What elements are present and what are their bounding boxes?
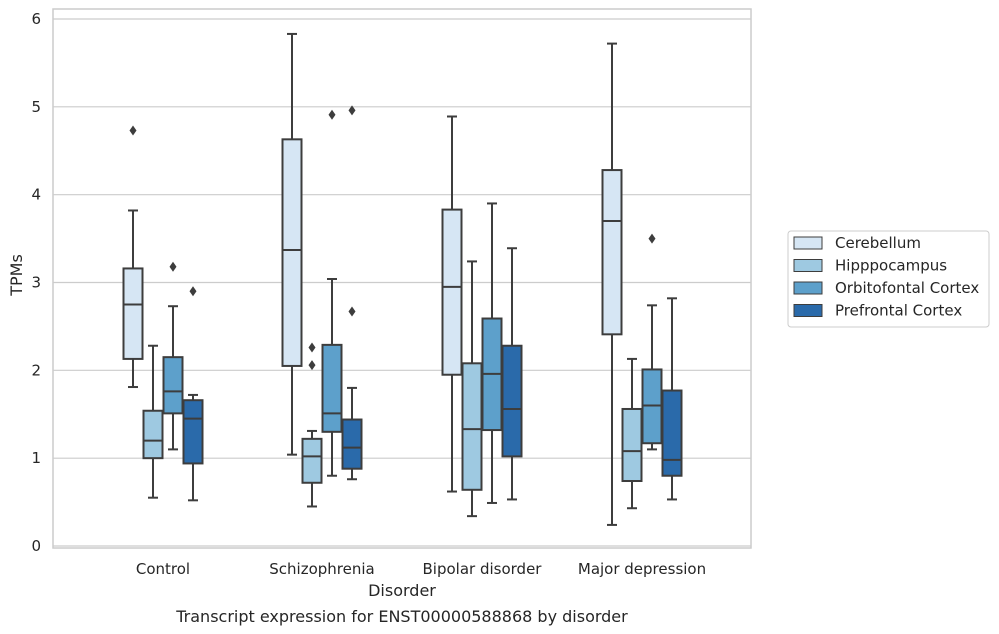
box-iqr	[601, 169, 623, 336]
box-0-1	[281, 32, 303, 456]
outlier-point	[169, 261, 177, 272]
box-0-3	[601, 42, 623, 526]
box-2-1	[321, 109, 343, 477]
legend-swatch	[793, 259, 823, 272]
box-iqr	[341, 418, 363, 470]
outlier-point	[648, 233, 656, 244]
legend-frame	[787, 230, 990, 328]
outlier-point	[348, 306, 356, 317]
box-groups	[122, 32, 683, 526]
box-1-3	[621, 357, 643, 510]
box-3-3	[661, 297, 683, 501]
box-3-2	[501, 247, 523, 501]
y-tick-labels: 0 1 2 3 4 5 6	[31, 10, 41, 555]
legend-label: Orbitofontal Cortex	[835, 279, 979, 297]
box-iqr	[501, 344, 523, 458]
box-0-2	[441, 115, 463, 493]
box-0-0	[122, 125, 144, 389]
box-iqr	[621, 407, 643, 483]
y-tick-label: 5	[31, 98, 41, 116]
y-tick-label: 2	[31, 361, 41, 379]
box-iqr	[281, 138, 303, 367]
plot-area	[52, 8, 752, 549]
box-iqr	[661, 389, 683, 477]
outlier-point	[348, 105, 356, 116]
x-tick-labels: Control Schizophrenia Bipolar disorder Majo…	[136, 560, 706, 578]
box-1-1	[301, 342, 323, 508]
y-tick-label: 4	[31, 186, 41, 204]
outlier-point	[308, 360, 316, 371]
legend-label: Hipppocampus	[835, 257, 947, 275]
y-tick-label: 6	[31, 10, 41, 28]
x-tick-label: Control	[136, 560, 190, 578]
box-3-1	[341, 105, 363, 481]
legend-label: Prefrontal Cortex	[835, 302, 962, 320]
outlier-point	[308, 342, 316, 353]
legend-swatch	[793, 236, 823, 250]
x-tick-label: Major depression	[578, 560, 706, 578]
chart-caption: Transcript expression for ENST0000058886…	[175, 607, 628, 626]
legend-swatch	[793, 304, 823, 317]
y-axis-title: TPMs	[7, 254, 26, 297]
y-tick-label: 0	[31, 537, 41, 555]
legend-swatch	[793, 281, 823, 295]
x-tick-label: Schizophrenia	[269, 560, 374, 578]
box-1-0	[142, 344, 164, 499]
box-iqr	[162, 356, 184, 415]
y-tick-label: 1	[31, 449, 41, 467]
outlier-point	[328, 109, 336, 120]
legend-label: Cerebellum	[835, 234, 921, 252]
x-tick-label: Bipolar disorder	[423, 560, 543, 578]
plot-frame	[52, 8, 752, 549]
outlier-point	[189, 286, 197, 297]
x-axis-title: Disorder	[368, 581, 436, 600]
box-iqr	[182, 399, 204, 465]
box-iqr	[122, 267, 144, 360]
box-iqr	[321, 343, 343, 433]
box-iqr	[301, 437, 323, 484]
y-tick-label: 3	[31, 274, 41, 292]
legend: Cerebellum Hipppocampus Orbitofontal Corte…	[787, 230, 990, 328]
box-3-0	[182, 286, 204, 502]
outlier-point	[129, 125, 137, 136]
box-2-0	[162, 261, 184, 451]
box-iqr	[142, 409, 164, 460]
box-iqr	[461, 362, 483, 491]
box-iqr	[441, 208, 463, 376]
